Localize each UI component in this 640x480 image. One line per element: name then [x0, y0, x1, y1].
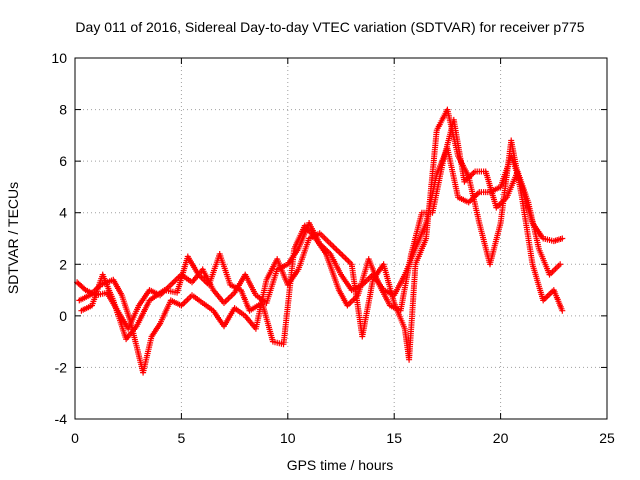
data-point — [338, 271, 354, 292]
data-point — [397, 253, 414, 314]
x-tick-label: 10 — [280, 430, 296, 446]
data-point — [259, 300, 276, 343]
series-track-b — [76, 106, 566, 376]
data-point — [386, 302, 402, 313]
data-point — [148, 322, 163, 340]
y-tick-label: 6 — [59, 153, 67, 169]
y-tick-label: -2 — [55, 359, 68, 375]
data-point — [461, 169, 477, 185]
data-point — [231, 305, 247, 318]
x-tick-label: 25 — [599, 430, 615, 446]
y-tick-label: 4 — [59, 205, 67, 221]
data-point — [316, 230, 332, 246]
data-point — [525, 199, 542, 250]
x-tick-label: 0 — [71, 430, 79, 446]
data-point — [178, 293, 194, 309]
data-point — [465, 173, 482, 224]
data-point — [295, 237, 312, 273]
data-point — [376, 281, 392, 307]
series-track-c — [78, 116, 564, 348]
y-tick-label: 2 — [59, 256, 67, 272]
y-tick-label: 10 — [51, 50, 67, 66]
data-point — [487, 222, 504, 268]
data-point — [550, 236, 564, 245]
data-point — [323, 251, 342, 292]
data-point — [199, 300, 215, 313]
data-point — [146, 288, 166, 304]
data-point — [493, 195, 509, 211]
data-point — [482, 168, 499, 209]
data-point — [246, 301, 264, 314]
y-tick-label: 8 — [59, 102, 67, 118]
data-point — [338, 251, 354, 266]
data-point — [157, 299, 173, 327]
data-point — [242, 271, 258, 297]
data-point — [263, 268, 280, 306]
data-point — [238, 287, 252, 312]
data-point — [135, 288, 152, 309]
data-point — [406, 263, 419, 363]
data-point — [327, 240, 343, 256]
data-point — [450, 116, 468, 183]
chart-title: Day 011 of 2016, Sidereal Day-to-day VTE… — [75, 19, 584, 35]
data-point — [221, 291, 237, 306]
data-point — [174, 255, 191, 296]
data-point — [476, 220, 493, 266]
data-point — [227, 281, 243, 293]
data-point — [546, 262, 562, 278]
data-point — [408, 211, 425, 257]
axis-ticks: 0 5 10 15 20 25 -4 -2 0 2 4 6 8 10 — [51, 50, 615, 446]
data-point — [78, 303, 94, 314]
data-point — [518, 194, 536, 266]
data-point — [301, 222, 318, 240]
data-point — [412, 237, 429, 268]
data-point — [529, 261, 546, 302]
data-point — [216, 251, 233, 286]
data-markers — [74, 106, 566, 376]
data-point — [559, 307, 566, 314]
data-point — [274, 256, 290, 286]
data-point — [365, 256, 382, 286]
data-point — [291, 224, 307, 252]
plot-frame — [74, 57, 608, 420]
data-point — [189, 292, 204, 305]
data-point — [133, 299, 152, 330]
y-axis-label: SDTVAR / TECUs — [5, 182, 21, 294]
data-point — [99, 271, 116, 302]
data-point — [123, 324, 139, 343]
data-point — [110, 276, 124, 297]
data-point — [167, 297, 183, 308]
x-tick-label: 5 — [178, 430, 186, 446]
data-point — [76, 293, 92, 304]
data-point — [557, 261, 564, 268]
data-point — [74, 279, 88, 292]
data-point — [455, 194, 470, 205]
data-point — [118, 292, 133, 322]
y-tick-label: -4 — [55, 411, 68, 427]
data-point — [140, 335, 155, 376]
data-point — [514, 168, 531, 204]
data-point — [412, 222, 429, 252]
x-tick-label: 15 — [386, 430, 402, 446]
x-axis-label: GPS time / hours — [287, 457, 394, 473]
data-point — [359, 278, 376, 340]
data-point — [535, 245, 552, 276]
data-point — [110, 297, 129, 340]
data-point — [89, 273, 105, 309]
y-tick-label: 0 — [59, 308, 67, 324]
data-point — [312, 235, 328, 256]
data-point — [184, 253, 201, 276]
data-point — [221, 306, 237, 330]
data-point — [280, 248, 297, 348]
data-point — [327, 251, 343, 276]
data-point — [429, 160, 446, 216]
data-point — [380, 261, 397, 304]
data-point — [559, 235, 566, 242]
data-point — [263, 258, 280, 283]
x-tick-label: 20 — [493, 430, 509, 446]
data-point — [344, 293, 360, 309]
data-point — [550, 287, 565, 312]
